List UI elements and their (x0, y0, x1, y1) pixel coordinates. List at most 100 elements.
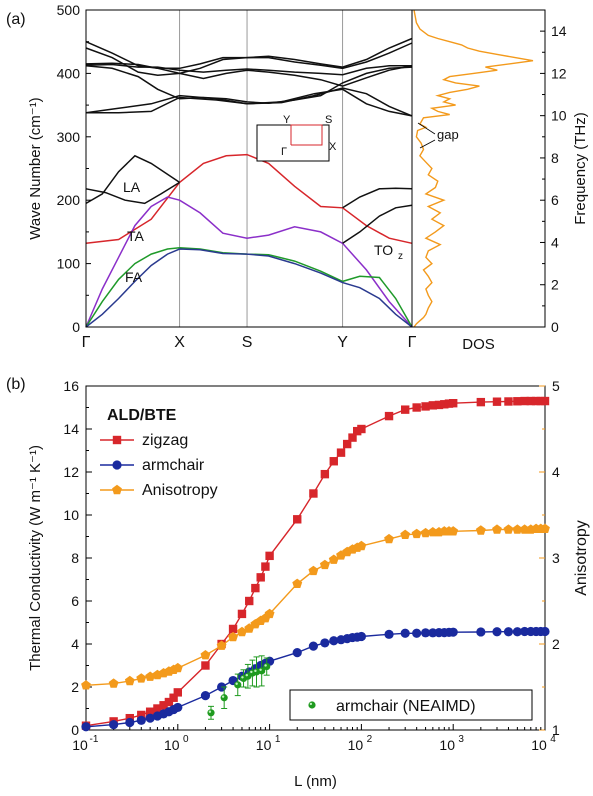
data-point-square (348, 433, 357, 442)
data-point-pentagon (200, 650, 211, 660)
data-point-square (504, 397, 513, 406)
data-point-square (384, 411, 394, 421)
data-point-pentagon (475, 525, 486, 535)
label-TA: TA (127, 228, 145, 244)
data-point-circle (200, 691, 211, 701)
gap-pointer-upper (417, 122, 436, 135)
data-point-circle (308, 641, 318, 651)
data-point-square (444, 399, 454, 408)
data-point-pentagon (308, 565, 319, 576)
data-point-pentagon (216, 640, 227, 650)
data-point-square (476, 397, 486, 407)
inset-Y: Y (283, 114, 291, 126)
data-point-pentagon (81, 680, 91, 690)
legend-title: ALD/BTE (107, 407, 177, 424)
data-point-circle (448, 627, 458, 637)
inset-Gamma: Γ (281, 146, 287, 158)
ytick-label: 0 (72, 319, 80, 335)
branch-o4 (342, 204, 413, 244)
legend-label: armchair (142, 457, 205, 474)
data-point-square (164, 697, 174, 707)
data-point-square (421, 402, 430, 411)
xtick-label-exp: 1 (275, 734, 281, 745)
data-point-square (342, 439, 352, 449)
data-point-square (492, 397, 502, 406)
data-point-square (261, 562, 270, 571)
dos-curve (413, 9, 534, 328)
data-point-circle (384, 629, 394, 639)
ytick-label: 6 (71, 593, 79, 609)
data-point-square (357, 424, 366, 434)
panel-label-a: (a) (6, 11, 26, 28)
legend-label: zigzag (142, 432, 188, 449)
data-point-sphere-highlight (208, 710, 212, 713)
label-LA: LA (123, 179, 141, 195)
data-point-square (309, 489, 318, 498)
ytick-right-label: 2 (552, 636, 560, 652)
ytick-right-label: 14 (551, 23, 567, 39)
ytick-right-label: 10 (551, 108, 567, 124)
data-point-square (153, 704, 162, 713)
data-point-square (531, 396, 541, 406)
xtick-label-base: 10 (348, 737, 364, 753)
data-point-pentagon (292, 578, 303, 588)
data-point-pentagon (136, 673, 147, 683)
series-line (85, 528, 545, 686)
data-point-square (228, 624, 238, 634)
data-point-pentagon (264, 608, 275, 619)
data-point-pentagon (512, 524, 523, 534)
xtick-label-base: 10 (256, 737, 272, 753)
data-point-square (293, 515, 302, 524)
ytick-label: 0 (71, 722, 79, 738)
xlabel: L (nm) (294, 773, 337, 790)
data-point-sphere (308, 701, 316, 709)
data-point-square (173, 688, 182, 697)
data-point-square (265, 551, 274, 561)
data-point-square (520, 396, 529, 406)
ylabel-right: Anisotropy (573, 520, 590, 596)
data-point-circle (292, 648, 302, 658)
data-point-circle (329, 636, 339, 646)
data-point-square (137, 710, 146, 720)
data-point-pentagon (420, 527, 431, 538)
data-point-square (329, 457, 338, 466)
data-point-circle (503, 627, 514, 637)
data-point-square (540, 396, 550, 406)
series-armchair (81, 626, 550, 732)
data-point-square (169, 693, 178, 702)
data-point-square (440, 400, 449, 409)
data-point-square (159, 701, 168, 710)
ytick-label: 300 (57, 129, 81, 145)
gap-pointer-lower (419, 139, 436, 149)
data-point-square (513, 397, 522, 406)
data-point-pentagon (540, 523, 550, 533)
ytick-right-label: 8 (551, 150, 559, 166)
data-point-sphere (220, 694, 228, 702)
ytick-right-label: 4 (552, 464, 560, 480)
ytick-right-label: 4 (551, 234, 559, 250)
data-point-square (237, 609, 247, 619)
data-point-square (336, 448, 346, 457)
data-point-circle (476, 627, 486, 637)
branch-FA (85, 247, 413, 328)
data-point-square (536, 396, 545, 406)
data-point-circle (356, 631, 366, 642)
data-point-circle (320, 638, 330, 648)
ytick-label: 2 (71, 679, 79, 695)
data-point-pentagon (411, 528, 422, 539)
ytick-right-label: 6 (551, 192, 559, 208)
data-point-sphere (207, 709, 215, 717)
data-point-pentagon (384, 533, 394, 544)
data-point-circle (81, 722, 91, 732)
data-point-square (449, 399, 458, 408)
data-point-pentagon (492, 524, 502, 534)
data-point-sphere (234, 681, 242, 689)
xtick-label-exp: -1 (90, 734, 99, 745)
ytick-right-label: 12 (551, 65, 567, 81)
data-point-pentagon (448, 526, 459, 536)
data-point-sphere-highlight (309, 702, 313, 706)
ylabel-left: Thermal Conductivity (W m⁻¹ K⁻¹) (27, 445, 44, 671)
branch-ZA (85, 248, 413, 328)
data-point-pentagon (112, 484, 122, 495)
